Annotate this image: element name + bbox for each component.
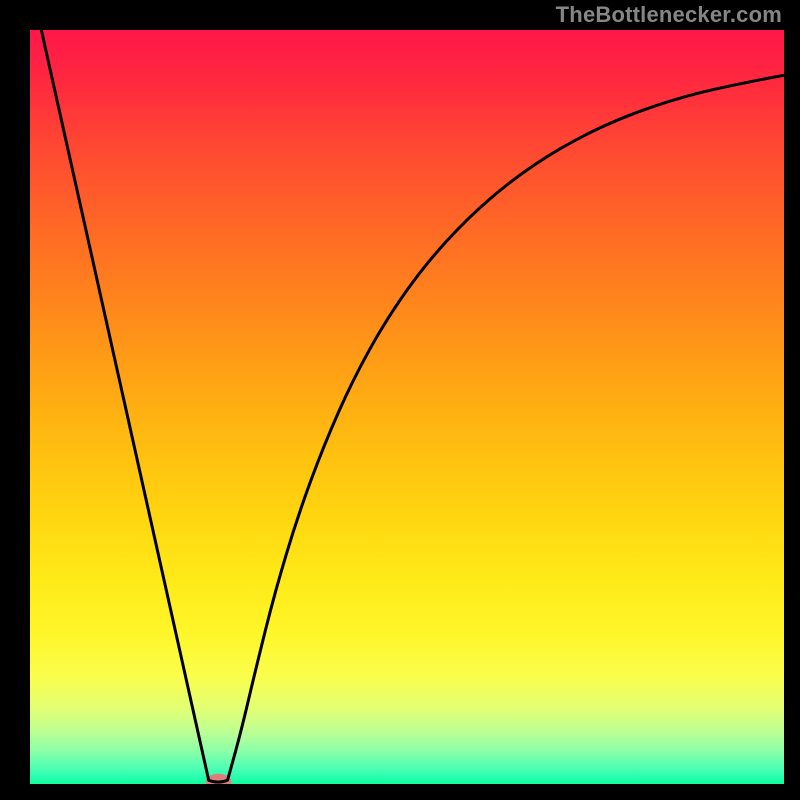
chart-canvas: TheBottlenecker.com [0,0,800,800]
gradient-background [30,30,784,784]
plot-area [30,30,784,784]
watermark-text: TheBottlenecker.com [556,2,782,28]
chart-svg [30,30,784,784]
